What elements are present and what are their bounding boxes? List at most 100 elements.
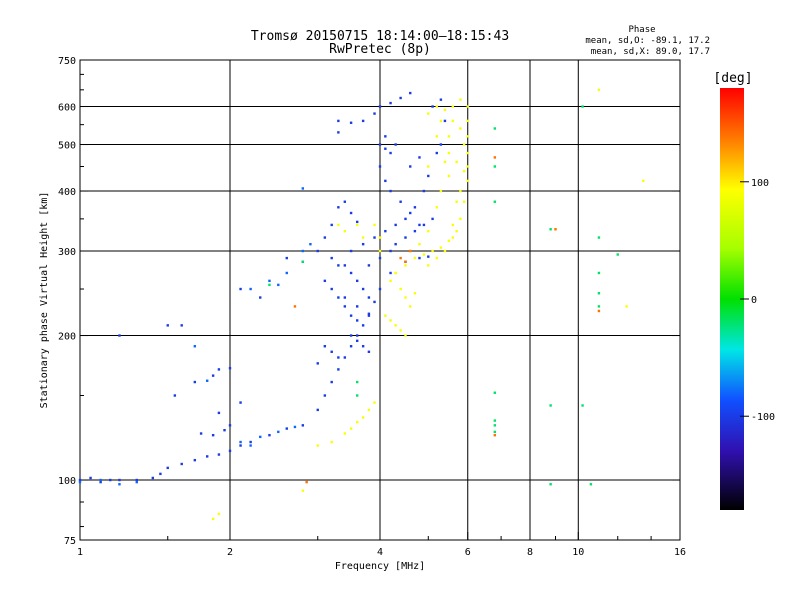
data-point-0-65: [394, 223, 397, 227]
data-point-2-18: [462, 200, 466, 203]
x-tick-label-4: 8: [527, 547, 533, 558]
data-point-4-0: [493, 156, 497, 159]
data-point-0-124: [367, 264, 371, 267]
data-point-2-22: [466, 135, 469, 138]
data-point-0-75: [349, 334, 353, 337]
data-point-0-84: [367, 314, 371, 317]
data-point-0-19: [316, 408, 319, 412]
data-point-0-67: [413, 206, 417, 209]
data-point-3-16: [597, 305, 601, 308]
data-point-0-3: [109, 478, 112, 482]
data-point-3-6: [493, 430, 497, 434]
data-point-2-43: [447, 151, 451, 155]
data-point-0-18: [301, 424, 305, 427]
data-point-1-11: [277, 283, 280, 287]
data-point-0-10: [193, 458, 197, 462]
data-point-0-109: [349, 211, 353, 215]
data-point-2-66: [455, 160, 458, 164]
data-point-3-10: [581, 105, 584, 108]
y-tick-label-7: 750: [58, 56, 76, 67]
data-point-1-2: [118, 483, 121, 486]
data-point-2-46: [451, 105, 455, 108]
x-axis-ticks: 1 2 4 6 8 10 16: [77, 532, 686, 558]
data-point-0-45: [118, 334, 121, 337]
data-point-3-13: [597, 236, 601, 239]
data-point-3-3: [493, 391, 497, 394]
data-point-0-106: [337, 356, 340, 359]
data-point-1-17: [249, 444, 252, 447]
data-point-0-104: [323, 345, 327, 348]
data-point-0-21: [330, 380, 333, 384]
stats-line-x: mean, sd,X: 89.0, 17.7: [591, 47, 710, 57]
data-point-0-59: [330, 256, 333, 260]
data-point-1-1: [99, 478, 102, 482]
data-point-4-7: [409, 249, 412, 253]
data-point-0-36: [211, 374, 215, 377]
data-point-2-56: [301, 489, 305, 492]
data-point-0-47: [180, 324, 183, 327]
data-point-0-56: [323, 279, 327, 283]
data-point-0-35: [193, 380, 197, 384]
data-point-0-53: [323, 236, 327, 239]
data-point-0-13: [228, 449, 232, 453]
data-point-2-1: [330, 440, 333, 444]
data-point-2-19: [466, 179, 469, 183]
data-point-0-76: [355, 339, 359, 343]
data-point-0-103: [418, 223, 421, 227]
data-point-2-70: [443, 108, 447, 112]
data-point-0-102: [409, 211, 412, 215]
x-tick-label-2: 4: [377, 547, 383, 558]
data-point-0-113: [418, 156, 421, 159]
data-point-0-89: [378, 105, 382, 108]
data-point-2-57: [217, 512, 221, 516]
data-point-4-1: [493, 433, 497, 437]
data-point-0-79: [343, 305, 347, 308]
data-point-0-81: [355, 319, 359, 322]
data-point-2-20: [466, 165, 469, 168]
data-point-0-46: [166, 324, 169, 327]
stats-line-o: mean, sd,O: -89.1, 17.2: [585, 36, 710, 46]
data-point-0-37: [217, 411, 221, 415]
data-point-2-26: [389, 319, 392, 322]
data-point-0-12: [217, 453, 221, 456]
data-point-2-48: [427, 165, 430, 168]
data-point-0-62: [361, 242, 365, 246]
data-point-0-11: [205, 455, 209, 458]
data-point-0-108: [343, 200, 347, 203]
data-point-0-115: [439, 143, 443, 146]
data-point-0-85: [337, 119, 340, 123]
data-point-0-49: [259, 296, 262, 299]
data-point-2-59: [394, 271, 397, 275]
data-point-2-75: [642, 179, 645, 183]
colorbar-label: [deg]: [713, 71, 752, 86]
data-point-1-16: [193, 345, 197, 348]
chart-subtitle: RwPretec (8p): [329, 42, 431, 57]
data-point-2-2: [343, 432, 347, 435]
data-point-0-101: [399, 200, 402, 203]
data-point-0-55: [337, 206, 340, 209]
y-axis-ticks: 75 100 200 300 400 500 600 750: [58, 56, 680, 547]
data-point-1-14: [309, 242, 312, 246]
data-point-0-9: [180, 462, 183, 466]
data-point-0-40: [211, 433, 215, 437]
data-point-0-77: [361, 345, 365, 348]
data-point-2-38: [451, 223, 455, 227]
data-point-0-44: [228, 366, 232, 370]
data-point-0-57: [330, 287, 333, 291]
data-point-0-126: [389, 249, 392, 253]
data-point-0-27: [367, 312, 371, 315]
y-axis-label: Stationary phase Virtual Height [km]: [39, 192, 50, 409]
data-point-2-12: [422, 253, 426, 256]
data-point-0-16: [268, 433, 271, 437]
x-tick-label-5: 10: [572, 547, 584, 558]
data-point-0-99: [384, 179, 387, 183]
data-point-2-47: [459, 98, 462, 101]
data-point-3-1: [493, 165, 497, 168]
data-point-2-69: [447, 135, 451, 138]
data-point-3-11: [581, 404, 584, 407]
data-point-2-44: [435, 135, 438, 138]
data-point-0-74: [367, 296, 371, 299]
data-point-0-82: [343, 296, 347, 299]
data-point-1-6: [277, 430, 280, 434]
data-point-2-25: [384, 314, 387, 317]
